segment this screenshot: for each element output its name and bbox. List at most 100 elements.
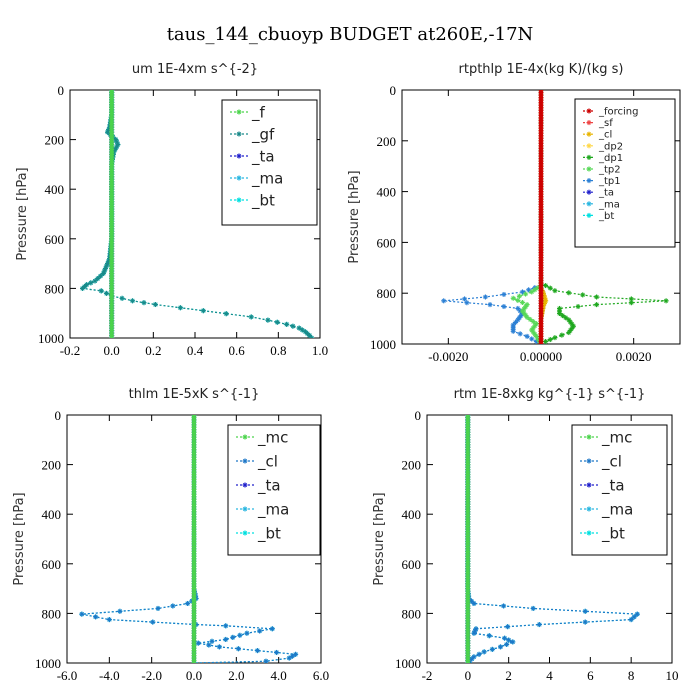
legend-label: _tp2 xyxy=(598,165,621,176)
x-tick-label: 0.2 xyxy=(145,343,161,358)
series-marker xyxy=(119,295,125,301)
y-tick-label: 600 xyxy=(45,232,65,247)
series-marker xyxy=(80,285,85,291)
series-marker xyxy=(532,287,538,293)
series-marker xyxy=(557,311,563,317)
legend-label: _ma xyxy=(251,169,283,188)
series-marker xyxy=(195,640,201,646)
x-tick-label: 6 xyxy=(587,668,594,683)
panels: um 1E-4xm s^{-2}Pressure [hPa]0200400600… xyxy=(12,62,681,683)
legend-marker xyxy=(242,458,248,464)
series-line xyxy=(540,90,667,344)
panel-4: rtm 1E-8xkg kg^{-1} s^{-1} Pressure [hPa]… xyxy=(372,387,679,683)
series-mc xyxy=(191,415,197,663)
series-marker xyxy=(510,295,516,301)
x-tick-label: -4.0 xyxy=(99,668,120,683)
series-marker xyxy=(191,660,197,663)
series-marker xyxy=(98,288,104,294)
legend-item-cl: _cl xyxy=(580,452,622,471)
series-marker xyxy=(223,311,229,317)
panel-title: um 1E-4xm s^{-2} xyxy=(132,62,258,77)
series-marker xyxy=(582,619,588,625)
series-marker xyxy=(284,321,290,327)
legend-label: _ma xyxy=(257,500,289,519)
legend-marker xyxy=(586,530,592,536)
series-marker xyxy=(513,319,519,325)
x-tick-label: -6.0 xyxy=(57,668,78,683)
legend-label: _forcing xyxy=(598,107,639,118)
series-marker xyxy=(515,297,521,303)
series-marker xyxy=(109,335,115,338)
series-marker xyxy=(594,302,600,308)
legend-marker xyxy=(586,154,592,160)
series-marker xyxy=(543,283,549,289)
series-marker xyxy=(486,633,492,639)
series-group xyxy=(79,415,299,663)
series-marker xyxy=(200,308,206,314)
x-tick-label: 1.0 xyxy=(312,343,328,358)
series-marker xyxy=(519,289,525,295)
legend-item-ta: _ta xyxy=(580,476,625,495)
y-axis-label: Pressure [hPa] xyxy=(347,170,362,263)
legend: _forcing_sf_cl_dp2_dp1_tp2_tp1_ta_ma_bt xyxy=(574,98,676,248)
series-marker xyxy=(185,600,191,606)
y-tick-label: 0 xyxy=(390,83,397,98)
series-marker xyxy=(628,300,634,306)
panel-title: rtm 1E-8xkg kg^{-1} s^{-1} xyxy=(454,387,646,402)
legend-item-bt: _bt xyxy=(583,211,614,222)
series-marker xyxy=(141,300,147,306)
series-marker xyxy=(526,287,532,293)
series-marker xyxy=(471,630,477,636)
y-tick-label: 1000 xyxy=(395,656,421,671)
series-marker xyxy=(223,623,229,629)
legend-label: _bt xyxy=(598,211,614,222)
y-tick-label: 600 xyxy=(377,235,397,250)
legend-marker xyxy=(236,109,242,115)
y-tick-label: 800 xyxy=(42,606,62,621)
legend-item-ma: _ma xyxy=(583,199,620,210)
legend-marker xyxy=(586,108,592,114)
legend-marker xyxy=(242,506,248,512)
legend-marker xyxy=(242,434,248,440)
series-forcing xyxy=(538,90,544,344)
legend-label: _mc xyxy=(257,428,288,447)
legend-marker xyxy=(586,482,592,488)
series-marker xyxy=(274,649,280,655)
series-group xyxy=(465,415,640,663)
legend-box xyxy=(574,98,676,248)
legend-item-tp2: _tp2 xyxy=(583,165,621,176)
y-tick-label: 400 xyxy=(377,185,397,200)
series-marker xyxy=(552,335,558,341)
legend-marker xyxy=(586,166,592,172)
legend-label: _tp1 xyxy=(598,176,621,187)
series-tp1 xyxy=(441,90,544,344)
series-marker xyxy=(524,314,530,320)
y-tick-label: 400 xyxy=(45,182,65,197)
series-marker xyxy=(530,319,536,325)
legend-label: _ta xyxy=(601,476,625,495)
legend-item-ma: _ma xyxy=(580,500,633,519)
series-marker xyxy=(103,290,109,296)
legend-item-ma: _ma xyxy=(236,500,289,519)
series-f xyxy=(109,90,115,338)
legend-item-bt: _bt xyxy=(236,524,281,543)
legend-marker xyxy=(242,482,248,488)
series-marker xyxy=(519,300,525,306)
legend-item-gf: _gf xyxy=(230,125,275,144)
series-marker xyxy=(476,651,482,657)
series-marker xyxy=(79,611,85,617)
x-tick-label: 4.0 xyxy=(271,668,287,683)
y-tick-label: 0 xyxy=(55,408,62,423)
panel-1: um 1E-4xm s^{-2} Pressure [hPa] 0 200 400 600… xyxy=(15,62,328,358)
series-marker xyxy=(462,296,468,302)
legend-marker xyxy=(242,530,248,536)
series-marker xyxy=(510,639,516,645)
legend-item-mc: _mc xyxy=(236,428,288,447)
series-marker xyxy=(248,314,254,320)
legend-item-dp2: _dp2 xyxy=(583,141,623,152)
series-marker xyxy=(177,305,183,311)
series-marker xyxy=(663,298,669,304)
series-marker xyxy=(489,646,495,652)
series-marker xyxy=(286,655,292,661)
